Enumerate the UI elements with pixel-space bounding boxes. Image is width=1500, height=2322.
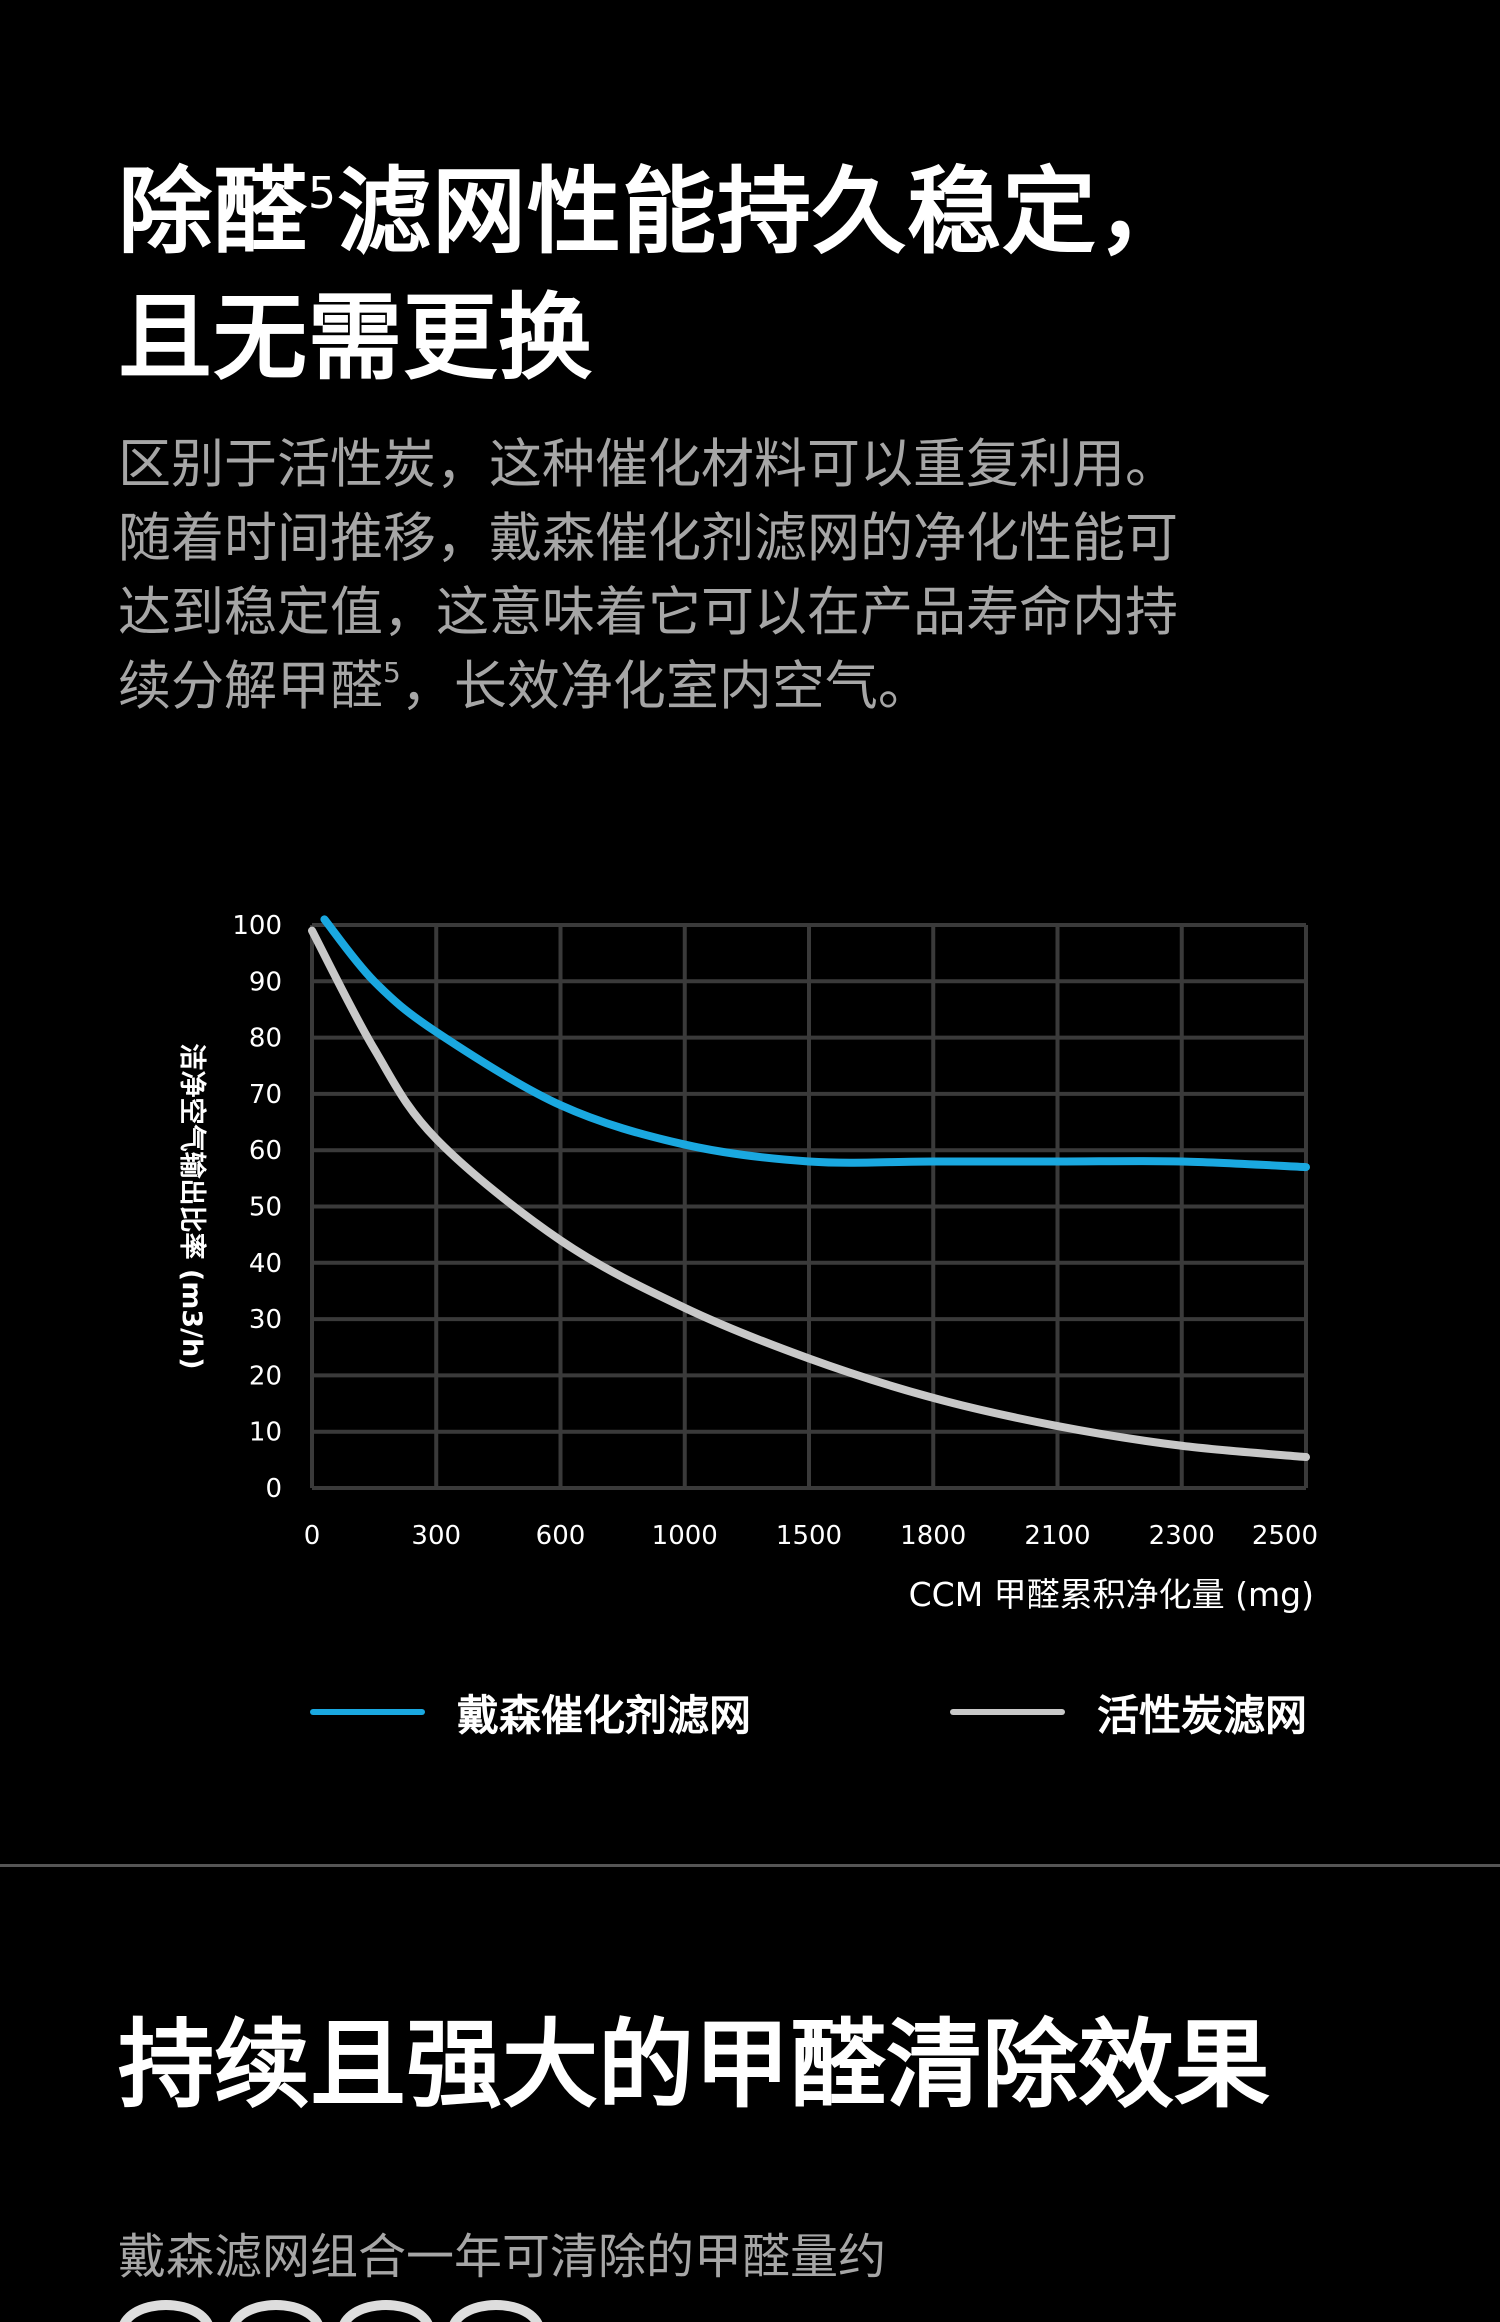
legend-swatch-gray: [950, 1709, 1065, 1715]
legend-swatch-blue: [310, 1709, 425, 1715]
section2-description: 戴森滤网组合一年可清除的甲醛量约: [118, 2229, 887, 2285]
legend-label-carbon: 活性炭滤网: [1097, 1690, 1308, 1740]
x-tick-label: 1000: [652, 1521, 718, 1551]
title-text-2: 滤网性能持久稳定，: [337, 158, 1193, 267]
cutoff-number: [118, 2300, 638, 2322]
series-line-dyson: [320, 915, 1310, 1172]
y-tick-label: 90: [249, 967, 282, 997]
y-axis-label: 洁净空气输出比率 (m3/h): [176, 1043, 208, 1369]
x-tick-label: 2100: [1024, 1521, 1090, 1551]
y-tick-label: 20: [249, 1361, 282, 1391]
cutoff-digit-3: [338, 2300, 434, 2322]
x-tick-label: 0: [304, 1521, 321, 1551]
y-tick-label: 30: [249, 1305, 282, 1335]
page-title: 除醛5滤网性能持久稳定， 且无需更换: [118, 150, 1398, 402]
x-axis-label: CCM 甲醛累积净化量 (mg): [909, 1575, 1314, 1614]
x-tick-label: 1800: [900, 1521, 966, 1551]
legend-item-carbon: 活性炭滤网: [950, 1680, 1307, 1744]
y-tick-label: 40: [249, 1249, 282, 1279]
series-line-carbon: [308, 926, 1310, 1462]
y-tick-label: 100: [232, 911, 282, 941]
description-footnote: 5: [383, 656, 401, 689]
cutoff-digit-4: [448, 2300, 544, 2322]
title-footnote: 5: [308, 168, 338, 219]
section-divider: [0, 1864, 1500, 1867]
cutoff-digit-2: [228, 2300, 324, 2322]
x-tick-label: 2500: [1252, 1521, 1318, 1551]
y-tick-label: 70: [249, 1080, 282, 1110]
title-text-1: 除醛: [118, 158, 309, 267]
x-tick-label: 1500: [776, 1521, 842, 1551]
y-tick-label: 10: [249, 1418, 282, 1448]
legend-label-dyson: 戴森催化剂滤网: [457, 1690, 752, 1740]
description-text-1: 区别于活性炭，这种催化材料可以重复利用。随着时间推移，戴森催化剂滤网的净化性能可…: [118, 434, 1178, 717]
y-tick-label: 50: [249, 1193, 282, 1223]
x-tick-label: 2300: [1149, 1521, 1215, 1551]
y-tick-label: 0: [265, 1474, 282, 1504]
description-text-2: ，长效净化室内空气。: [400, 656, 931, 717]
x-tick-label: 600: [536, 1521, 586, 1551]
cutoff-digit-1: [118, 2300, 214, 2322]
section2-title: 持续且强大的甲醛清除效果: [118, 2009, 1270, 2121]
y-tick-label: 80: [249, 1024, 282, 1054]
legend-item-dyson: 戴森催化剂滤网: [310, 1680, 751, 1744]
x-tick-label: 300: [411, 1521, 461, 1551]
title-line-2: 且无需更换: [118, 284, 594, 393]
description: 区别于活性炭，这种催化材料可以重复利用。随着时间推移，戴森催化剂滤网的净化性能可…: [118, 428, 1178, 724]
y-tick-label: 60: [249, 1136, 282, 1166]
